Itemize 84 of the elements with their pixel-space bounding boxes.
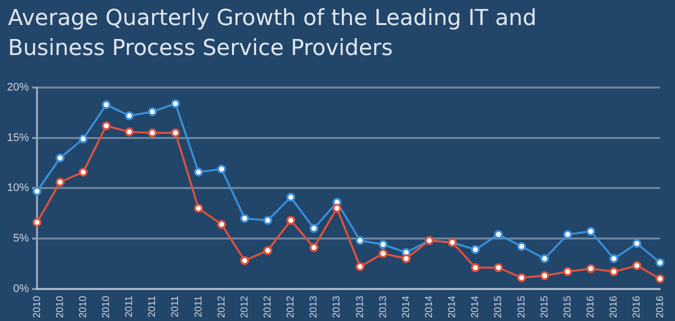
point — [402, 254, 411, 264]
x-tick-label: 2015 — [562, 295, 574, 318]
point — [194, 168, 204, 177]
x-tick-label: 2010 — [100, 295, 112, 318]
point — [263, 216, 272, 225]
point — [563, 267, 572, 276]
y-tick-label: 10% — [6, 182, 30, 194]
x-tick-label: 2011 — [193, 295, 204, 318]
point — [56, 154, 65, 163]
x-tick-label: 2014 — [447, 295, 458, 318]
point — [148, 107, 157, 116]
y-tick-label: 20% — [6, 82, 30, 94]
point — [356, 262, 365, 272]
point — [217, 164, 226, 174]
point — [309, 224, 318, 233]
x-tick-label: 2013 — [332, 295, 343, 318]
point — [656, 274, 664, 284]
point — [170, 99, 180, 108]
x-tick-label: 2015 — [539, 295, 550, 318]
x-tick-label: 2012 — [286, 295, 297, 318]
point — [124, 111, 134, 120]
point — [517, 242, 526, 252]
x-tick-label: 2015 — [516, 295, 528, 318]
point — [494, 230, 503, 239]
point — [378, 240, 388, 249]
y-tick-label: 0% — [13, 282, 30, 295]
point — [609, 254, 618, 264]
point — [102, 121, 111, 130]
point — [356, 236, 365, 245]
point — [286, 192, 296, 202]
x-tick-label: 2015 — [493, 295, 504, 318]
x-tick-label: 2014 — [400, 295, 412, 318]
y-tick-label: 5% — [13, 232, 30, 244]
point — [609, 267, 618, 276]
point — [563, 230, 572, 239]
x-tick-label: 2011 — [147, 295, 158, 318]
point — [656, 258, 664, 268]
x-tick-label: 2013 — [354, 295, 366, 318]
x-tick-label: 2011 — [124, 295, 136, 318]
point — [148, 128, 157, 138]
point — [632, 238, 642, 248]
point — [494, 263, 503, 272]
x-tick-label: 2013 — [308, 295, 320, 318]
point — [194, 204, 204, 213]
point — [170, 128, 180, 138]
point — [78, 168, 88, 177]
point — [217, 220, 226, 229]
point — [263, 246, 272, 256]
x-tick-label: 2013 — [378, 295, 389, 318]
point — [632, 261, 642, 270]
point — [286, 216, 296, 225]
x-tick-label: 2012 — [216, 295, 228, 318]
x-tick-label: 2014 — [470, 295, 482, 318]
point — [124, 127, 134, 136]
x-tick-label: 2016 — [608, 295, 620, 318]
x-tick-label: 2014 — [424, 295, 436, 318]
x-tick-label: 2010 — [54, 295, 66, 318]
point — [56, 178, 65, 187]
point — [309, 243, 318, 252]
point — [240, 256, 250, 266]
point — [240, 214, 250, 223]
point — [470, 245, 480, 254]
y-tick-label: 15% — [6, 132, 30, 144]
point — [78, 134, 88, 144]
x-tick-label: 2011 — [170, 295, 182, 318]
point — [540, 271, 550, 280]
point — [586, 264, 596, 274]
x-tick-label: 2012 — [239, 295, 250, 318]
point — [102, 100, 111, 110]
point — [32, 218, 42, 227]
x-tick-label: 2016 — [632, 295, 643, 318]
x-tick-label: 2010 — [78, 295, 89, 318]
x-tick-label: 2012 — [262, 295, 274, 318]
point — [32, 186, 42, 196]
x-tick-label: 2016 — [586, 295, 597, 318]
chart-title: Average Quarterly Growth of the Leading IT and Business Process Service Providers — [7, 5, 538, 63]
x-tick-label: 2016 — [654, 295, 666, 318]
point — [517, 273, 526, 282]
point — [586, 226, 596, 236]
point — [540, 254, 550, 264]
x-tick-label: 2010 — [32, 295, 43, 318]
point — [332, 204, 342, 213]
point — [470, 263, 480, 272]
point — [378, 249, 388, 258]
